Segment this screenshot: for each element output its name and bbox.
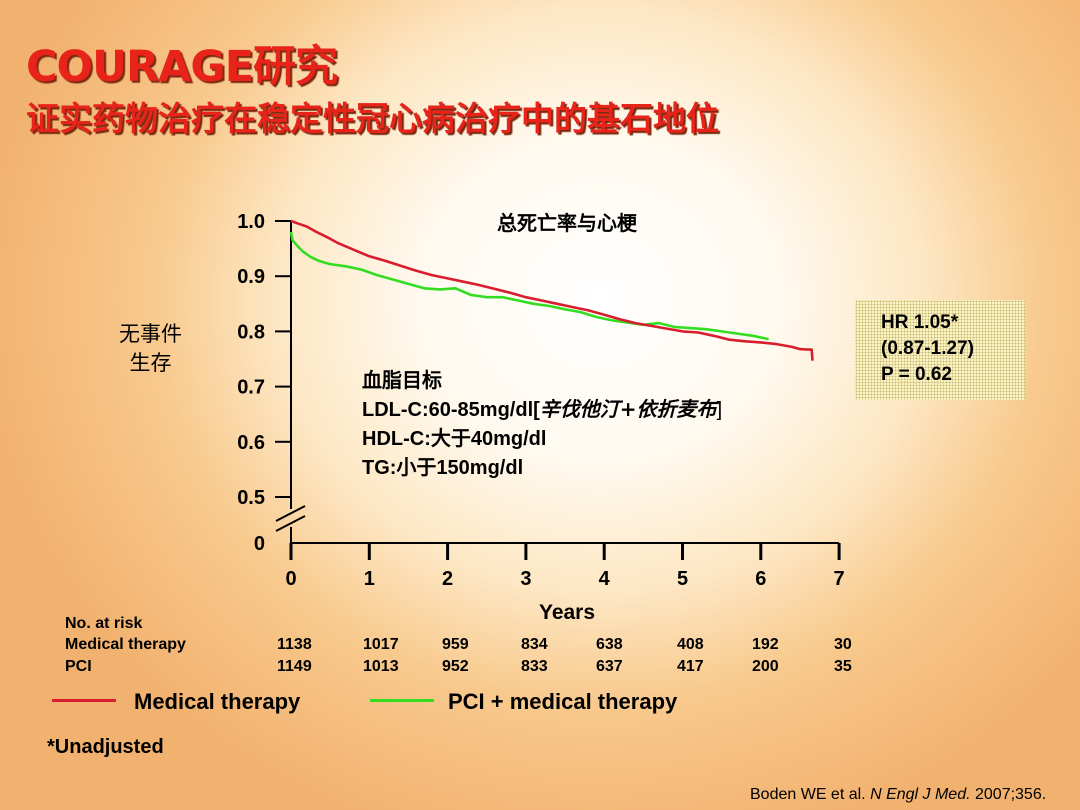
- axis-break-mark-2: [275, 515, 306, 532]
- chart-series: [289, 219, 814, 361]
- risk-cell: 1013: [363, 658, 399, 675]
- risk-cell: 1138: [277, 636, 312, 653]
- series-line-medical: [290, 219, 814, 361]
- hdl-target: HDL-C:大于40mg/dl: [362, 428, 547, 450]
- risk-cell: 637: [596, 658, 623, 675]
- slide-title: COURAGE研究: [26, 42, 338, 92]
- ldl-target: LDL-C:60-85mg/dl[辛伐他汀+依折麦布]: [362, 395, 722, 425]
- y-tick-label: 0.8: [237, 321, 265, 343]
- citation: Boden WE et al. N Engl J Med. 2007;356.: [750, 786, 1046, 804]
- risk-cell: 35: [834, 658, 852, 675]
- legend-label-medical: Medical therapy: [134, 689, 301, 714]
- tg-target: TG:小于150mg/dl: [362, 457, 524, 479]
- citation-authors: Boden WE et al.: [750, 786, 871, 803]
- y-tick-label: 0.6: [237, 432, 265, 454]
- legend-line-medical: [52, 699, 116, 702]
- y-axis-label-line-2: 生存: [129, 351, 172, 375]
- axis-break-mark-1: [275, 505, 306, 522]
- chart-axes: 1.0 0.9 0.8 0.7 0.6 0.5 00 1 2 3 4 5 6 7: [237, 211, 844, 590]
- chart-title: 总死亡率与心梗: [497, 211, 638, 235]
- slide-subtitle: 证实药物治疗在稳定性冠心病治疗中的基石地位: [26, 99, 719, 138]
- risk-cell: 192: [752, 636, 779, 653]
- risk-row-label-pci: PCI: [65, 658, 92, 675]
- y-tick-label: 0.9: [237, 266, 265, 288]
- ldl-target-suffix: ]: [716, 399, 723, 421]
- risk-cell: 834: [521, 636, 548, 653]
- citation-journal: N Engl J Med.: [870, 786, 971, 803]
- y-axis-label-line-1: 无事件: [119, 322, 182, 346]
- risk-cell: 1017: [363, 636, 399, 653]
- legend-label-pci: PCI + medical therapy: [448, 689, 678, 714]
- series-line-pci: [289, 231, 769, 341]
- risk-row-label-medical: Medical therapy: [65, 636, 186, 653]
- y-tick-label: 0: [254, 533, 265, 555]
- x-tick-label: 3: [520, 568, 531, 590]
- x-tick-label: 5: [677, 568, 688, 590]
- risk-cell: 1149: [277, 658, 312, 675]
- x-tick-label: 7: [834, 568, 845, 590]
- risk-cell: 30: [834, 636, 852, 653]
- lipid-target-annotation: 血脂目标 LDL-C:60-85mg/dl[辛伐他汀+依折麦布] HDL-C:大…: [362, 366, 722, 483]
- risk-cell: 417: [677, 658, 704, 675]
- footnote-unadjusted: *Unadjusted: [47, 736, 164, 758]
- y-tick-label: 0.7: [237, 377, 265, 399]
- risk-cell: 833: [521, 658, 548, 675]
- ldl-target-drugs: 辛伐他汀+依折麦布: [539, 397, 717, 421]
- risk-cell: 959: [442, 636, 469, 653]
- risk-cell: 952: [442, 658, 469, 675]
- risk-cell: 200: [752, 658, 779, 675]
- hazard-ratio-box: HR 1.05* (0.87-1.27) P = 0.62: [855, 300, 1025, 400]
- risk-table-header: No. at risk: [65, 615, 143, 632]
- x-axis-label: Years: [539, 601, 595, 624]
- x-tick-label: 0: [285, 568, 296, 590]
- risk-cell: 408: [677, 636, 704, 653]
- hazard-ratio-p-value: P = 0.62: [881, 364, 952, 385]
- hazard-ratio-ci: (0.87-1.27): [881, 338, 974, 359]
- x-tick-label: 1: [364, 568, 375, 590]
- y-axis-label: 无事件 生存: [119, 320, 182, 378]
- citation-detail: 2007;356.: [970, 786, 1047, 803]
- hazard-ratio-value: HR 1.05*: [881, 312, 959, 333]
- lipid-target-heading: 血脂目标: [362, 368, 442, 392]
- x-tick-label: 4: [599, 568, 611, 590]
- y-tick-label: 1.0: [237, 211, 265, 233]
- x-tick-label: 6: [755, 568, 766, 590]
- risk-cell: 638: [596, 636, 623, 653]
- ldl-target-prefix: LDL-C:60-85mg/dl[: [362, 399, 540, 421]
- legend-line-pci: [370, 699, 434, 702]
- x-tick-label: 2: [442, 568, 453, 590]
- y-tick-label: 0.5: [237, 487, 265, 509]
